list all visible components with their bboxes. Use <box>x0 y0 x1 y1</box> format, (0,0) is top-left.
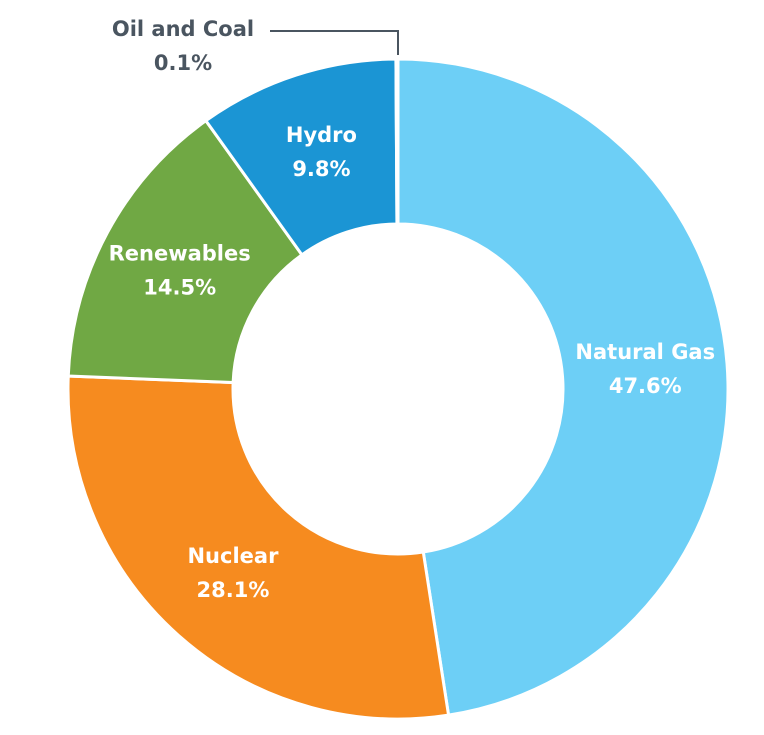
callout-line <box>270 30 399 55</box>
slice-value-label: 14.5% <box>143 275 216 299</box>
slice-label: Hydro <box>286 123 357 147</box>
donut-slice <box>394 57 400 226</box>
slice-label: Renewables <box>109 241 251 265</box>
slice-value-label: 47.6% <box>609 374 682 398</box>
slice-label: Oil and Coal <box>112 17 254 41</box>
slice-value-label: 28.1% <box>197 578 270 602</box>
slice-label: Natural Gas <box>575 340 715 364</box>
slice-value-label: 9.8% <box>292 157 350 181</box>
donut-slice <box>66 374 451 721</box>
donut-slice <box>396 57 730 717</box>
slice-value-label: 0.1% <box>154 51 212 75</box>
donut-slice <box>66 118 305 385</box>
slice-label: Nuclear <box>187 544 279 568</box>
